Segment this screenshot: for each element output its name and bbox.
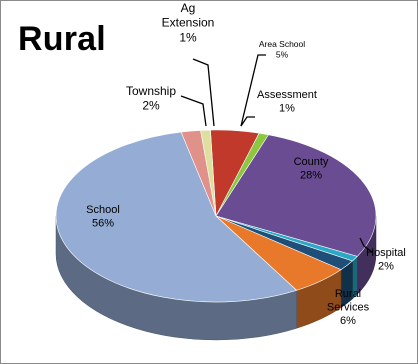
slice-label-line: 6% bbox=[340, 315, 356, 327]
slice-label-1: Assessment 1% bbox=[257, 89, 317, 114]
leader-line-4 bbox=[359, 237, 373, 253]
slice-label-2: County 28% bbox=[294, 156, 329, 181]
chart-title: Rural bbox=[18, 20, 106, 58]
slice-label-line: School bbox=[86, 204, 120, 216]
pie-slice-6 bbox=[55, 131, 298, 303]
slice-label-6: School 56% bbox=[86, 204, 120, 229]
slice-label-line: 2% bbox=[378, 260, 394, 272]
slice-label-0: Area School 5% bbox=[259, 39, 305, 59]
slice-label-line: Extension bbox=[162, 16, 215, 30]
leader-line-8 bbox=[192, 58, 215, 127]
slice-label-5: Rural Services 6% bbox=[327, 288, 370, 327]
slice-label-line: 2% bbox=[142, 99, 160, 113]
slice-label-7: Township 2% bbox=[126, 84, 176, 113]
slice-label-line: 28% bbox=[300, 169, 322, 181]
slice-label-line: Area School bbox=[259, 39, 305, 49]
slice-label-line: Hospital bbox=[366, 247, 406, 259]
slice-label-line: 5% bbox=[276, 49, 289, 59]
slice-label-8: Ag Extension 1% bbox=[162, 1, 215, 44]
slice-label-4: Hospital 2% bbox=[366, 247, 406, 272]
pie-slice-2 bbox=[215, 134, 377, 257]
leader-line-1 bbox=[240, 116, 255, 127]
slice-label-line: County bbox=[294, 156, 329, 168]
slice-label-line: 56% bbox=[92, 217, 114, 229]
pie-slice-8 bbox=[200, 129, 217, 217]
leader-line-0 bbox=[240, 54, 266, 127]
slice-label-line: 1% bbox=[279, 102, 295, 114]
slice-label-line: Ag bbox=[181, 1, 196, 15]
slice-label-line: Assessment bbox=[257, 89, 317, 101]
slice-label-line: 1% bbox=[179, 30, 197, 44]
slice-label-line: Services bbox=[327, 301, 370, 313]
slice-label-line: Rural bbox=[335, 288, 361, 300]
leader-line-7 bbox=[180, 95, 207, 127]
slice-label-line: Township bbox=[126, 84, 176, 98]
